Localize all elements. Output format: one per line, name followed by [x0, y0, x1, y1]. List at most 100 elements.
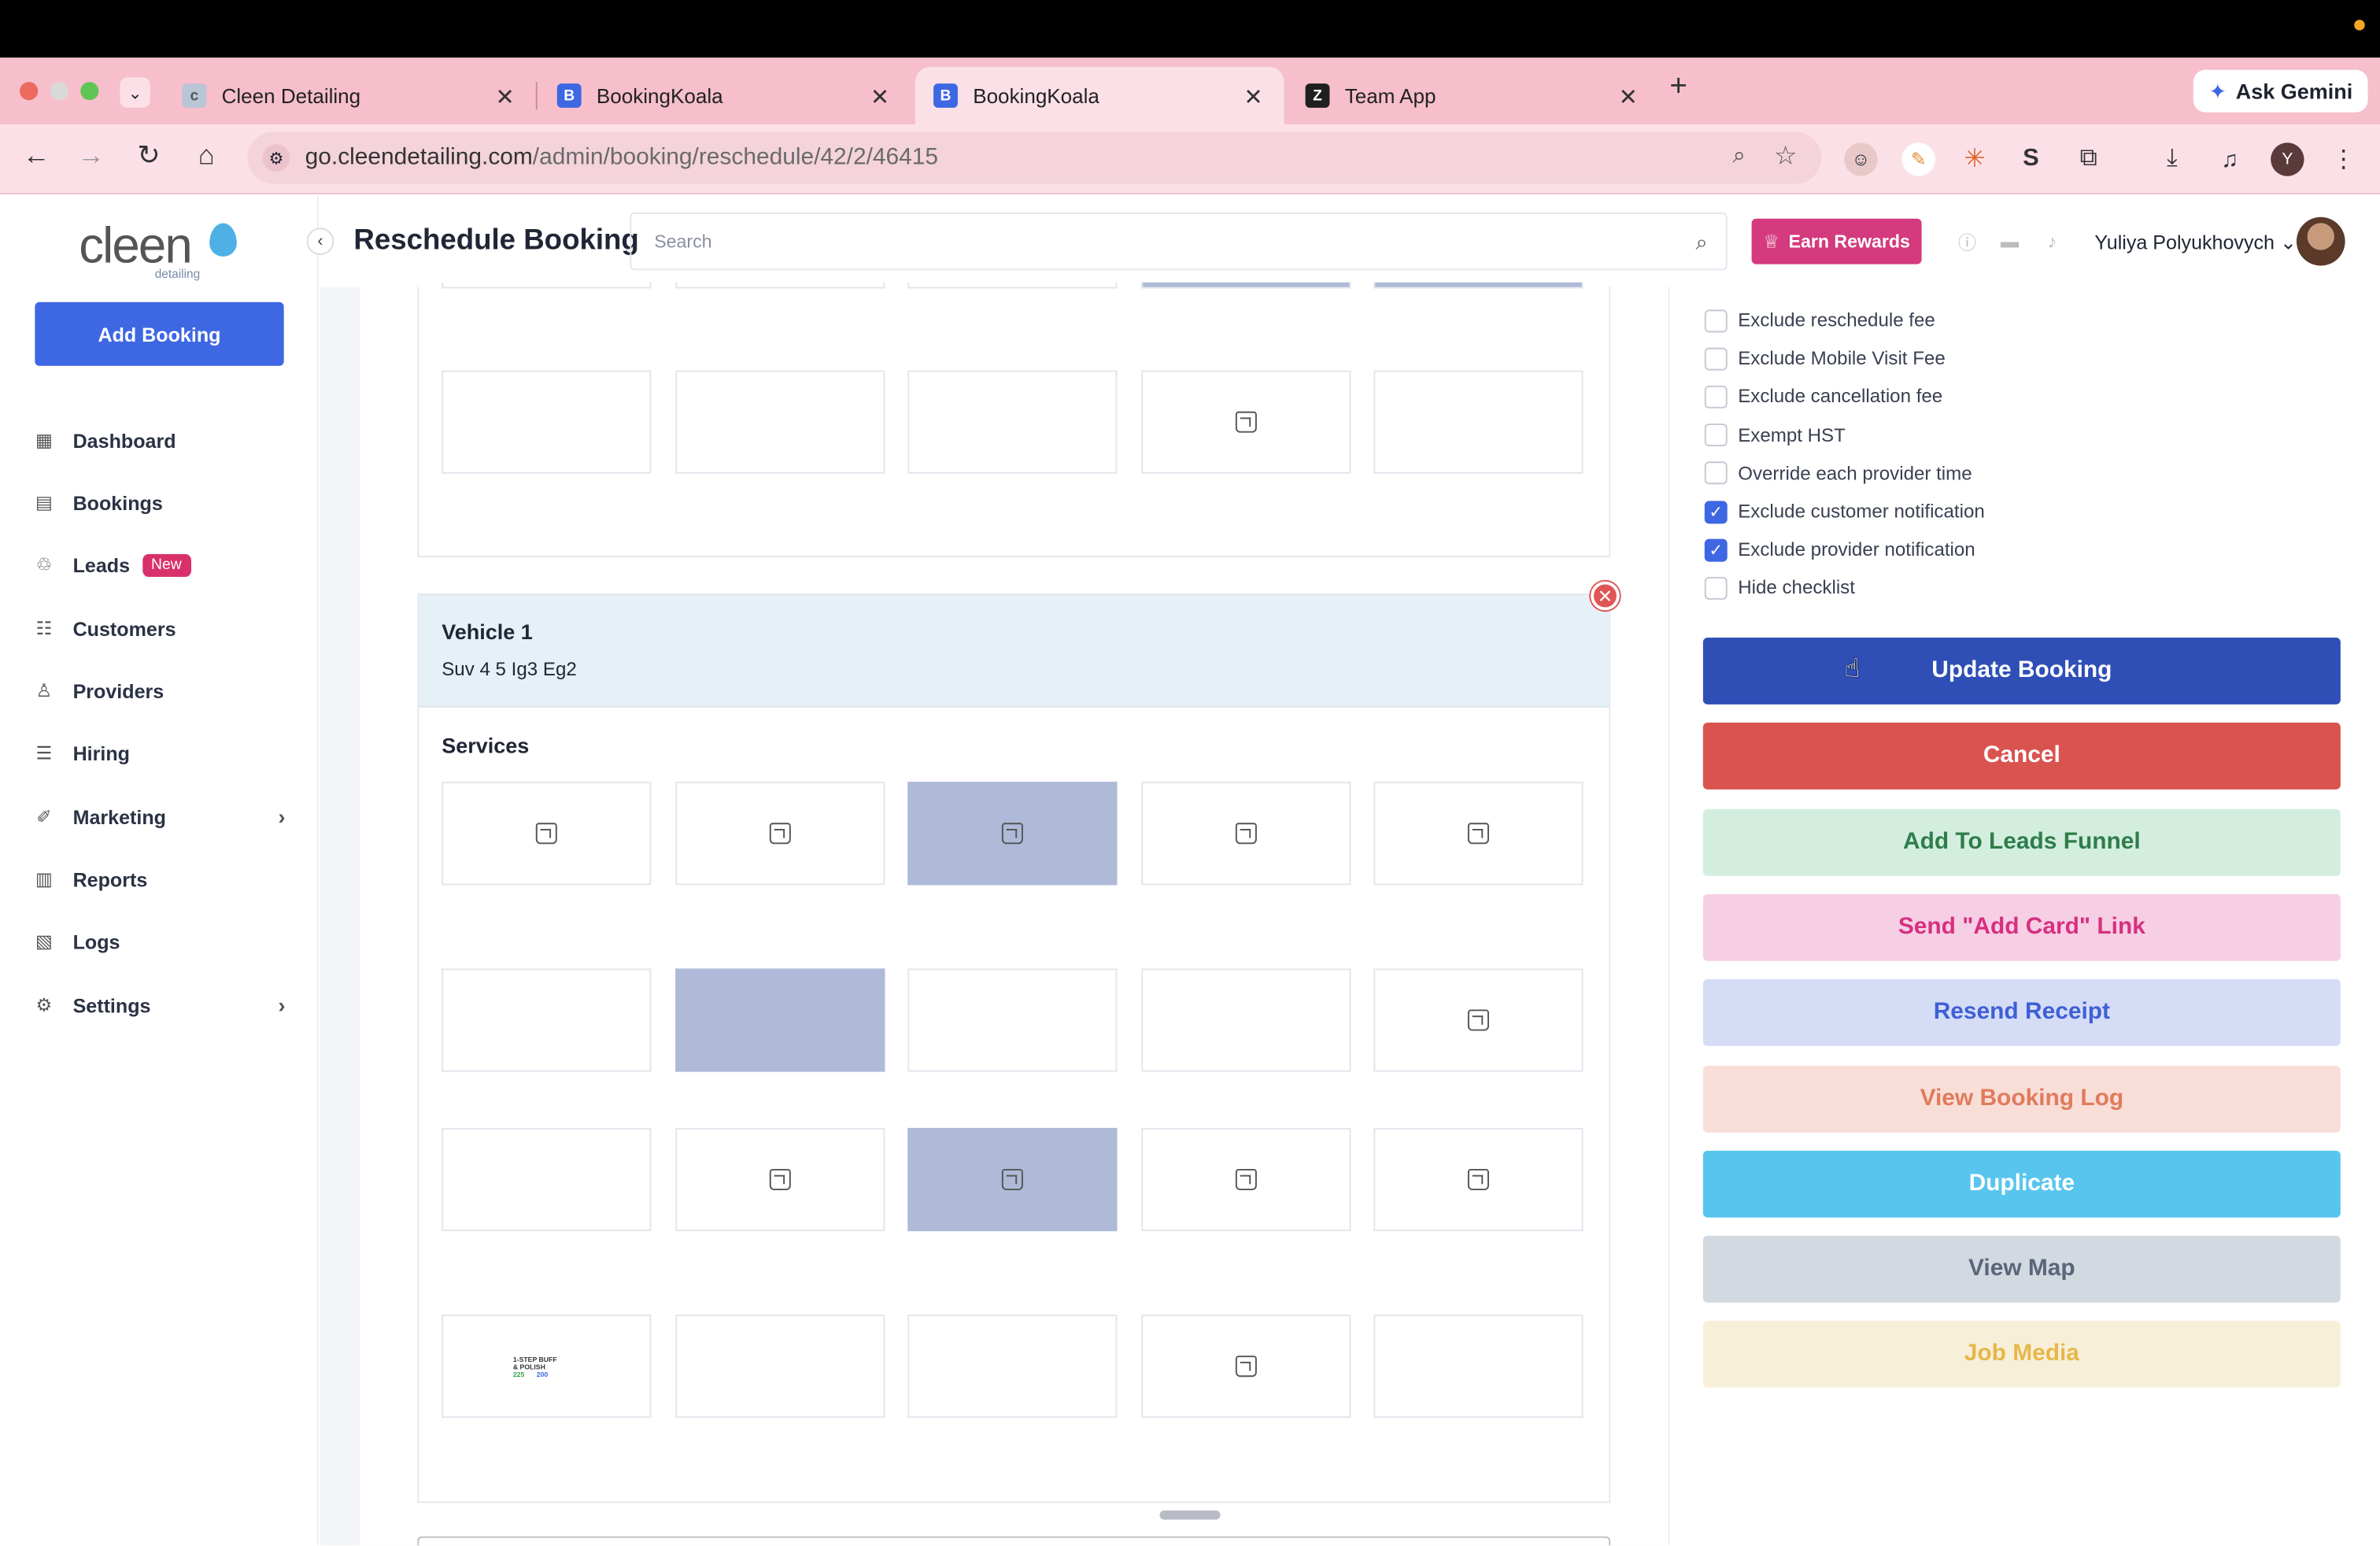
collapse-sidebar-chevron-icon[interactable]: ‹ [306, 227, 334, 255]
service-card[interactable] [907, 968, 1118, 1072]
view-map-button[interactable]: View Map [1702, 1236, 2341, 1303]
reload-icon[interactable]: ↻ [137, 139, 161, 170]
service-tile-selected[interactable] [675, 968, 885, 1072]
checkbox-checked[interactable]: ✓ [1704, 538, 1728, 561]
service-tile[interactable] [907, 1315, 1118, 1418]
profile-avatar-icon[interactable]: Y [2271, 142, 2304, 176]
service-tile[interactable] [442, 1127, 652, 1232]
cancel-button[interactable]: Cancel [1702, 723, 2341, 790]
service-tile[interactable] [675, 1315, 885, 1418]
ask-gemini-button[interactable]: ✦ Ask Gemini [2193, 69, 2368, 113]
service-tile[interactable] [442, 370, 652, 474]
option-checkbox-row[interactable]: ✓ Exclude customer notification [1704, 498, 1985, 526]
search-icon[interactable]: ⌕ [1695, 229, 1708, 254]
service-card[interactable] [907, 782, 1118, 886]
downloads-icon[interactable]: ⤓ [2166, 146, 2178, 172]
sidebar-item-logs[interactable]: ▧ Logs [33, 923, 291, 960]
service-card[interactable] [675, 282, 885, 289]
info-icon[interactable]: ⓘ [1957, 231, 1976, 253]
cleen-logo[interactable]: cleen detailing [79, 217, 237, 281]
browser-tab-1[interactable]: B BookingKoala ✕ [539, 67, 911, 124]
update-booking-button[interactable]: Update Booking [1702, 637, 2341, 705]
service-tile[interactable] [675, 370, 885, 474]
service-card[interactable] [1373, 282, 1584, 289]
browser-tab-3[interactable]: Z Team App ✕ [1287, 67, 1658, 124]
checkbox[interactable] [1704, 423, 1728, 447]
duplicate-button[interactable]: Duplicate [1702, 1150, 2341, 1218]
checkbox[interactable] [1704, 576, 1728, 600]
service-tile[interactable] [907, 370, 1118, 474]
service-card[interactable] [442, 282, 652, 289]
service-card[interactable] [675, 370, 885, 474]
service-tile[interactable] [442, 968, 652, 1072]
sidebar-item-dashboard[interactable]: ▦ Dashboard [33, 422, 291, 458]
window-close-button[interactable] [20, 82, 39, 101]
service-card[interactable] [1141, 1127, 1351, 1232]
extensions-puzzle-icon[interactable]: ⧉ [2079, 146, 2097, 172]
resend-receipt-button[interactable]: Resend Receipt [1702, 979, 2341, 1047]
service-tile[interactable] [1141, 1315, 1351, 1418]
option-checkbox-row[interactable]: Exempt HST [1704, 421, 1846, 449]
add-to-leads-funnel-button[interactable]: Add To Leads Funnel [1702, 808, 2341, 876]
tab-search-chevron-icon[interactable]: ⌄ [120, 77, 150, 108]
option-checkbox-row[interactable]: Exclude reschedule fee [1704, 307, 1935, 335]
service-card[interactable] [907, 282, 1118, 289]
extension-s-icon[interactable]: S [2023, 146, 2039, 172]
window-minimize-button[interactable] [50, 82, 68, 101]
media-controls-icon[interactable]: ♫ [2221, 146, 2238, 172]
service-card[interactable] [907, 1127, 1118, 1232]
browser-tab-0[interactable]: c Cleen Detailing ✕ [164, 67, 538, 124]
add-booking-button[interactable]: Add Booking [35, 301, 284, 366]
service-tile[interactable] [1141, 968, 1351, 1072]
sidebar-item-hiring[interactable]: ☰ Hiring [33, 734, 291, 771]
service-card[interactable] [1141, 968, 1351, 1072]
browser-tab-2-active[interactable]: B BookingKoala ✕ [915, 66, 1284, 125]
service-card[interactable] [1373, 370, 1584, 474]
service-tile[interactable] [1141, 1127, 1351, 1232]
service-card[interactable] [675, 1315, 885, 1418]
service-tile[interactable] [1141, 782, 1351, 886]
sidebar-item-providers[interactable]: ♙ Providers [33, 672, 291, 708]
option-checkbox-row[interactable]: Exclude cancellation fee [1704, 383, 1942, 411]
sidebar-item-settings[interactable]: ⚙ Settings › [33, 987, 291, 1023]
checkbox-checked[interactable]: ✓ [1704, 500, 1728, 523]
new-tab-plus-icon[interactable]: + [1669, 69, 1687, 104]
sidebar-item-bookings[interactable]: ▤ Bookings [33, 484, 291, 520]
service-card[interactable] [1141, 370, 1351, 474]
option-checkbox-row[interactable]: Exclude Mobile Visit Fee [1704, 345, 1946, 372]
service-card[interactable] [675, 968, 885, 1072]
service-card[interactable] [675, 1127, 885, 1232]
window-zoom-button[interactable] [80, 82, 99, 101]
service-tile-selected[interactable] [907, 782, 1118, 886]
option-checkbox-row[interactable]: Hide checklist [1704, 575, 1855, 602]
service-tile[interactable] [907, 968, 1118, 1072]
service-tile[interactable] [1141, 370, 1351, 474]
sidebar-item-customers[interactable]: ☷ Customers [33, 610, 291, 646]
service-card[interactable] [442, 370, 652, 474]
service-card[interactable] [1373, 782, 1584, 886]
sidebar-item-marketing[interactable]: ✐ Marketing › [33, 798, 291, 834]
browser-menu-icon[interactable]: ⋮ [2331, 147, 2356, 173]
option-checkbox-row[interactable]: ✓ Exclude provider notification [1704, 536, 1975, 564]
zoom-icon[interactable]: ⌕ [1732, 142, 1746, 169]
home-icon[interactable]: ⌂ [198, 139, 215, 170]
service-card[interactable] [442, 1127, 652, 1232]
service-tile[interactable] [1373, 782, 1584, 886]
chat-icon[interactable]: ▬ [2000, 231, 2019, 253]
view-booking-log-button[interactable]: View Booking Log [1702, 1064, 2341, 1132]
bookmark-star-icon[interactable]: ☆ [1774, 141, 1798, 170]
back-arrow-icon[interactable]: ← [22, 139, 50, 170]
service-card[interactable]: 1-STEP BUFF & POLISH 225 200 [442, 1315, 652, 1418]
remove-vehicle-close-icon[interactable]: ✕ [1591, 581, 1620, 611]
service-card[interactable] [1141, 1315, 1351, 1418]
service-card[interactable] [675, 782, 885, 886]
tab-close-icon[interactable]: ✕ [870, 84, 890, 111]
tab-close-icon[interactable]: ✕ [495, 84, 515, 111]
service-tile-selected[interactable] [907, 1127, 1118, 1232]
checkbox[interactable] [1704, 347, 1728, 370]
service-card[interactable] [1141, 282, 1351, 289]
job-media-button[interactable]: Job Media [1702, 1321, 2341, 1389]
notification-bell-icon[interactable]: ♪ [2047, 231, 2057, 253]
service-card[interactable] [1373, 1315, 1584, 1418]
checkbox[interactable] [1704, 385, 1728, 409]
